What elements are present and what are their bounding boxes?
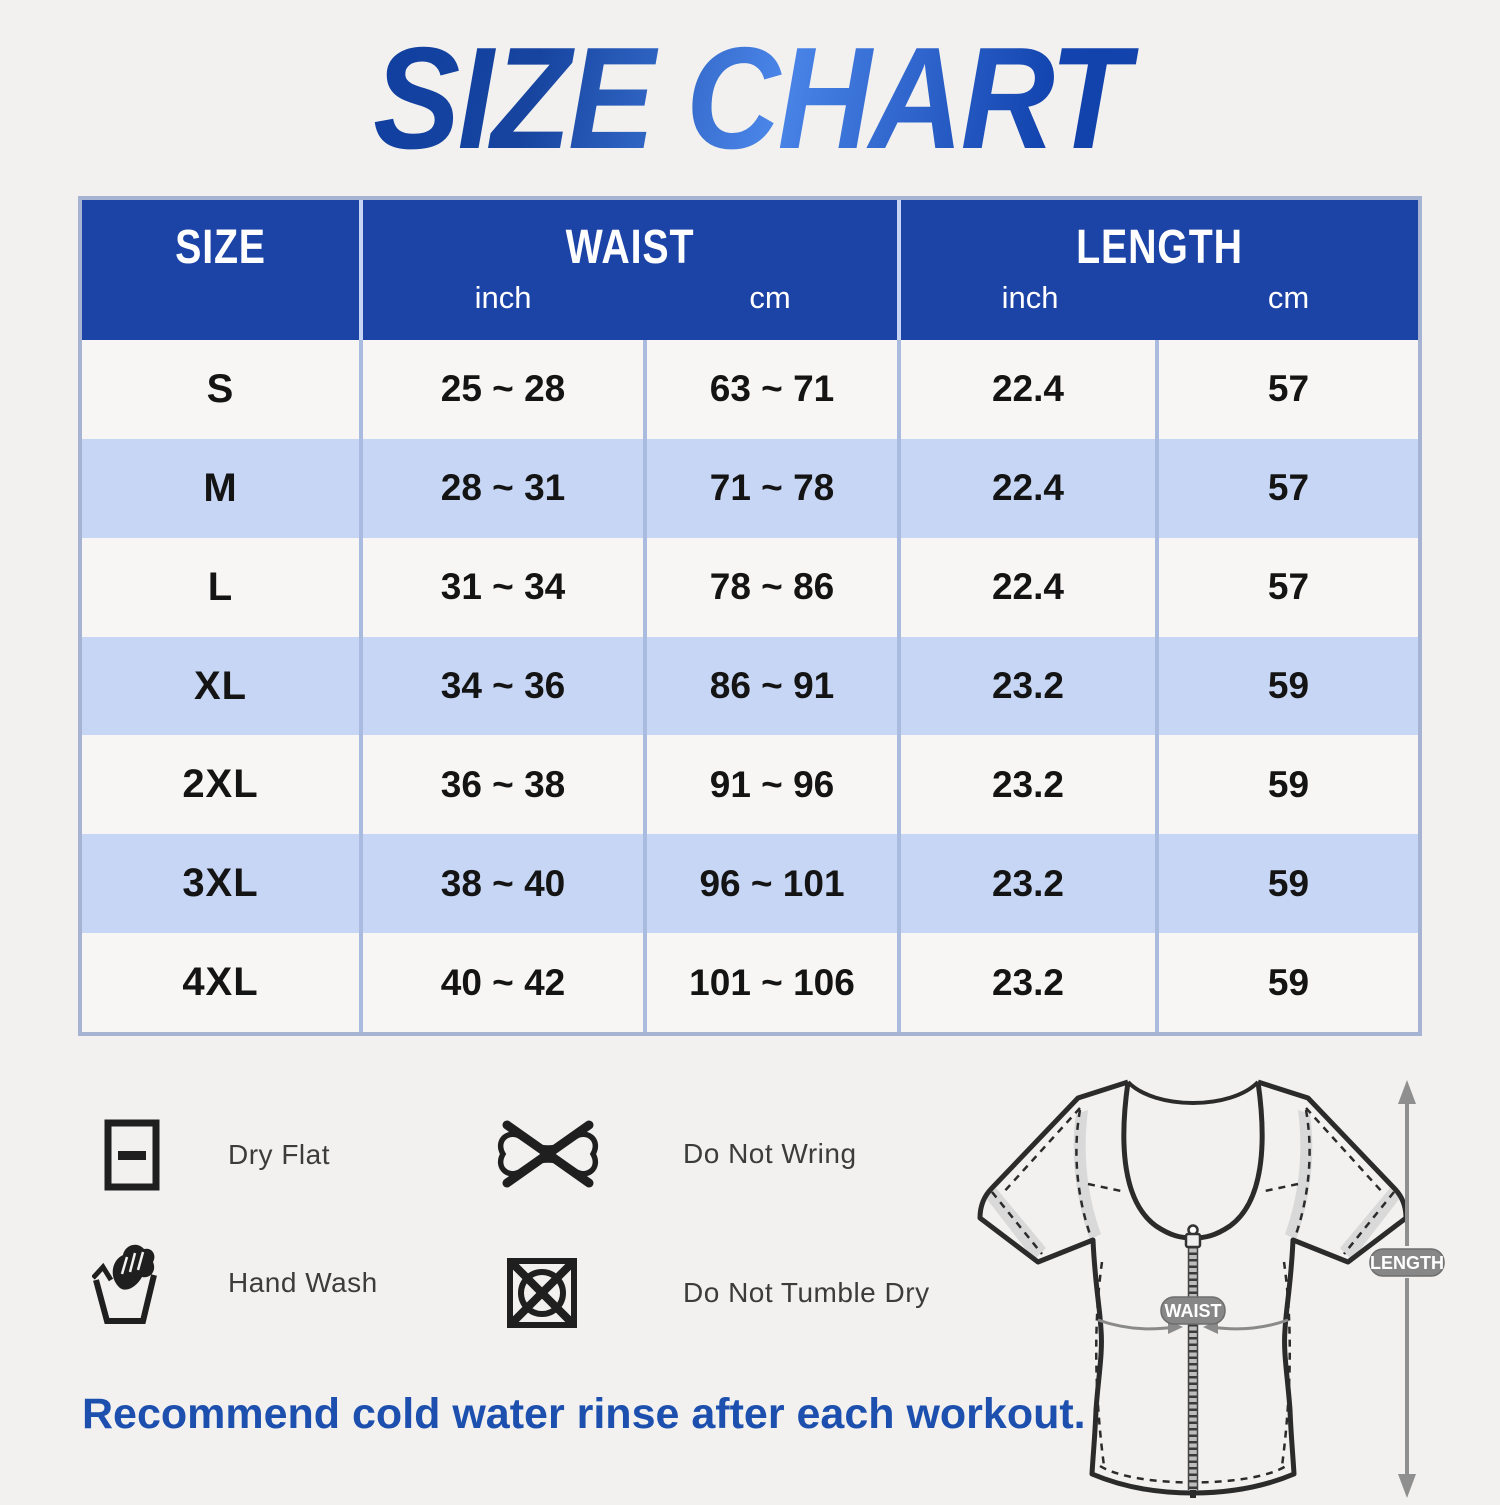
care-item-dry-flat: Dry Flat [103,1118,330,1192]
header-waist: WAIST [565,221,695,274]
table-row: L 31 ~ 34 78 ~ 86 22.4 57 [82,537,1418,637]
shade-strip [1073,1110,1101,1240]
cell-waist-cm: 96 ~ 101 [643,834,897,934]
care-item-do-not-wring: Do Not Wring [493,1116,857,1192]
cell-size: S [206,366,235,411]
cell-length-inch: 22.4 [897,438,1155,538]
garment-diagram: WAIST LENGTH [930,1050,1470,1505]
waist-arrow [1097,1318,1289,1331]
hand-wash-icon [92,1240,158,1326]
length-badge: LENGTH [1369,1248,1445,1277]
cell-size: L [207,564,234,609]
cell-length-inch: 23.2 [897,735,1155,835]
header-length-inch: inch [1001,280,1059,315]
header-length-group: LENGTH inch cm [897,200,1418,340]
cell-size: XL [193,663,248,708]
waist-badge: WAIST [1160,1296,1226,1325]
care-label: Do Not Wring [683,1138,857,1169]
cell-length-inch: 23.2 [897,933,1155,1033]
header-length-cm: cm [1267,280,1310,315]
cell-waist-inch: 28 ~ 31 [359,438,643,538]
cell-length-inch: 23.2 [897,636,1155,736]
care-label: Dry Flat [228,1139,330,1170]
cell-size: 4XL [182,960,259,1005]
size-table: SIZE WAIST inch cm LENGTH inch cm S 25 ~… [78,196,1422,1037]
cell-size: M [203,465,238,510]
do-not-tumble-dry-icon [505,1256,579,1330]
table-row: XL 34 ~ 36 86 ~ 91 23.2 59 [82,636,1418,736]
care-item-do-not-tumble-dry: Do Not Tumble Dry [505,1256,930,1330]
header-length: LENGTH [1076,221,1243,274]
cell-length-inch: 23.2 [897,834,1155,934]
table-row: 3XL 38 ~ 40 96 ~ 101 23.2 59 [82,834,1418,934]
cell-length-cm: 59 [1155,933,1418,1033]
header-waist-inch: inch [474,280,532,315]
cell-length-inch: 22.4 [897,537,1155,637]
cell-waist-cm: 71 ~ 78 [643,438,897,538]
zipper [1184,1224,1202,1498]
cell-waist-cm: 86 ~ 91 [643,636,897,736]
cell-waist-inch: 34 ~ 36 [359,636,643,736]
header-size: SIZE [175,221,266,274]
cell-length-cm: 57 [1155,537,1418,637]
cell-waist-cm: 91 ~ 96 [643,735,897,835]
cell-waist-inch: 40 ~ 42 [359,933,643,1033]
cell-size: 3XL [182,861,259,906]
dry-flat-icon [103,1118,161,1192]
cell-waist-cm: 101 ~ 106 [643,933,897,1033]
cell-length-cm: 59 [1155,636,1418,736]
table-row: 2XL 36 ~ 38 91 ~ 96 23.2 59 [82,735,1418,835]
cell-waist-inch: 25 ~ 28 [359,340,643,439]
cell-length-cm: 59 [1155,735,1418,835]
care-label: Do Not Tumble Dry [683,1277,930,1308]
cell-length-cm: 59 [1155,834,1418,934]
cell-waist-cm: 63 ~ 71 [643,340,897,439]
footnote: Recommend cold water rinse after each wo… [82,1390,1086,1438]
do-not-wring-icon [493,1116,603,1192]
svg-text:LENGTH: LENGTH [1370,1253,1444,1273]
header-waist-cm: cm [749,280,791,315]
page-title: SIZE CHART [75,26,1425,171]
table-body: S 25 ~ 28 63 ~ 71 22.4 57 M 28 ~ 31 71 ~… [82,340,1418,1033]
cell-waist-cm: 78 ~ 86 [643,537,897,637]
table-row: S 25 ~ 28 63 ~ 71 22.4 57 [82,340,1418,439]
svg-text:WAIST: WAIST [1165,1301,1222,1321]
table-row: 4XL 40 ~ 42 101 ~ 106 23.2 59 [82,933,1418,1033]
cell-waist-inch: 31 ~ 34 [359,537,643,637]
cell-waist-inch: 36 ~ 38 [359,735,643,835]
header-waist-group: WAIST inch cm [359,200,897,340]
care-item-hand-wash: Hand Wash [92,1240,378,1326]
seam-dashes [991,1107,1395,1484]
table-header: SIZE WAIST inch cm LENGTH inch cm [82,200,1418,340]
cell-size: 2XL [182,762,259,807]
care-label: Hand Wash [228,1267,378,1298]
cell-length-cm: 57 [1155,438,1418,538]
table-row: M 28 ~ 31 71 ~ 78 22.4 57 [82,438,1418,538]
cell-length-cm: 57 [1155,340,1418,439]
cell-waist-inch: 38 ~ 40 [359,834,643,934]
cell-length-inch: 22.4 [897,340,1155,439]
